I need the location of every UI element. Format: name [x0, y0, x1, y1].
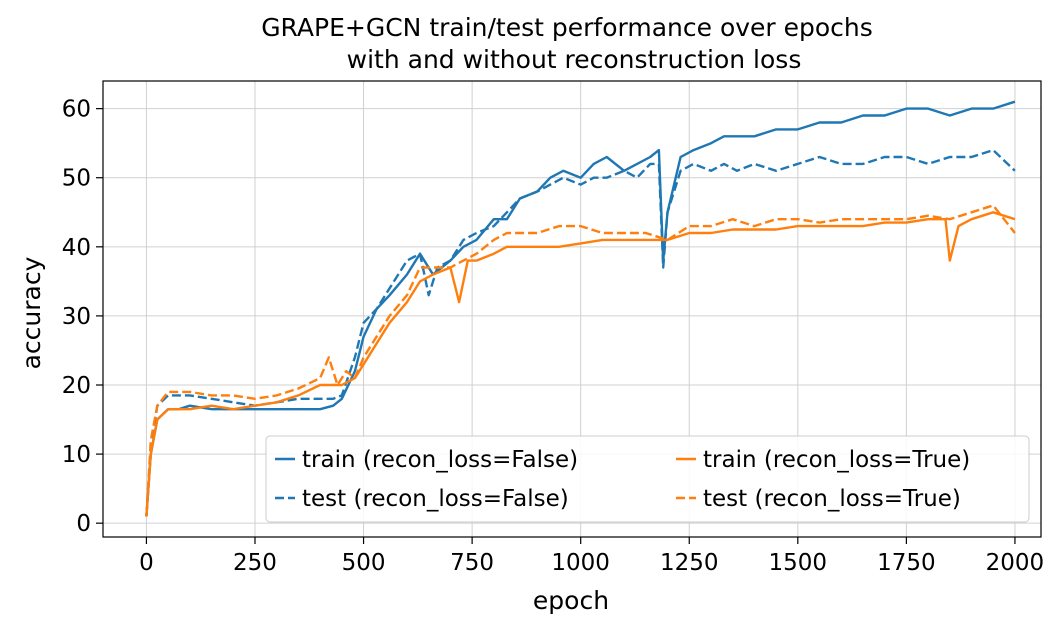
legend-label-train-recon-false: train (recon_loss=False): [302, 447, 578, 473]
x-axis-ticks: 0 250 500 750 1000 1250 1500 1750 2000: [139, 537, 1044, 576]
x-tick-label: 2000: [986, 550, 1045, 576]
x-tick-label: 1000: [551, 550, 610, 576]
x-tick-label: 0: [139, 550, 154, 576]
y-tick-label: 0: [76, 511, 91, 537]
y-axis-ticks: 0 10 20 30 40 50 60: [62, 97, 103, 537]
x-tick-label: 500: [342, 550, 386, 576]
legend-label-test-recon-true: test (recon_loss=True): [703, 486, 961, 512]
series-line-0: [145, 100, 1016, 517]
chart-title-line-2: with and without reconstruction loss: [347, 45, 802, 74]
y-axis-label: accuracy: [17, 256, 46, 369]
series-line-1: [145, 148, 1016, 517]
y-tick-label: 10: [62, 442, 91, 468]
y-tick-label: 30: [62, 304, 91, 330]
y-tick-label: 20: [62, 373, 91, 399]
x-axis-label: epoch: [533, 586, 609, 615]
x-tick-label: 250: [233, 550, 277, 576]
x-tick-label: 750: [450, 550, 494, 576]
series-line-3: [145, 204, 1016, 517]
legend-box: [265, 435, 1030, 523]
x-tick-label: 1250: [660, 550, 719, 576]
y-tick-label: 60: [62, 97, 91, 123]
y-tick-label: 40: [62, 235, 91, 261]
series-lines: [145, 100, 1016, 517]
x-tick-label: 1500: [769, 550, 828, 576]
plot-frame: [102, 80, 1042, 538]
series-line-2: [145, 211, 1016, 517]
y-tick-label: 50: [62, 166, 91, 192]
x-tick-label: 1750: [877, 550, 936, 576]
chart-title-line-1: GRAPE+GCN train/test performance over ep…: [261, 13, 873, 42]
legend-label-train-recon-true: train (recon_loss=True): [703, 447, 970, 473]
legend-label-test-recon-false: test (recon_loss=False): [302, 486, 569, 512]
legend: train (recon_loss=False) test (recon_los…: [265, 435, 1030, 523]
